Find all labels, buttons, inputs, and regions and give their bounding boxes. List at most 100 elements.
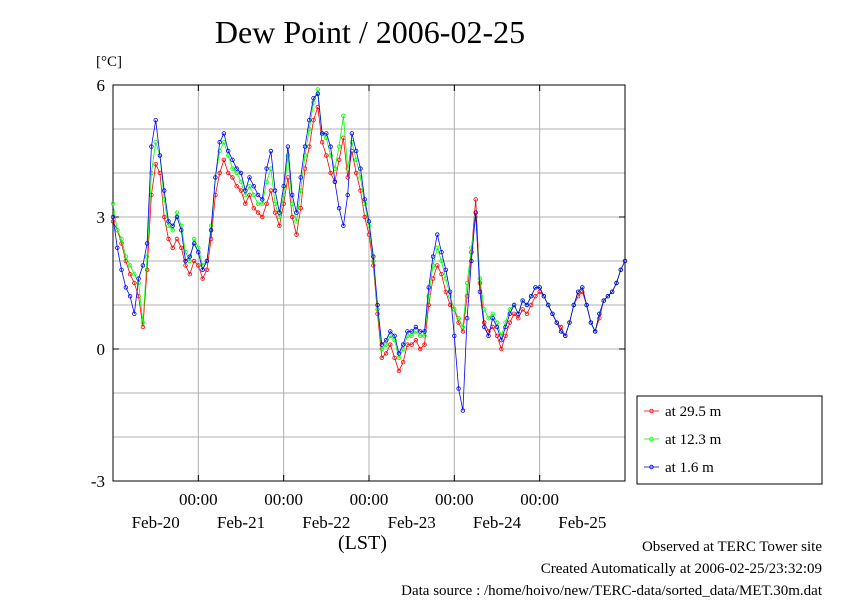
data-point	[315, 87, 320, 92]
legend-label: at 29.5 m	[665, 404, 722, 420]
x-date-label: Feb-25	[558, 513, 606, 532]
data-point	[307, 144, 312, 149]
data-point	[268, 188, 274, 193]
data-point	[503, 324, 508, 330]
data-point	[277, 223, 282, 228]
data-point	[563, 333, 568, 338]
data-point	[196, 249, 201, 255]
data-point	[290, 214, 295, 220]
data-point	[379, 342, 384, 347]
data-point	[422, 329, 427, 334]
data-point	[541, 294, 547, 299]
y-axis: -3 0 3 6	[91, 76, 625, 491]
data-point	[396, 368, 402, 374]
data-point	[166, 236, 171, 242]
data-point	[132, 272, 137, 277]
data-point	[464, 316, 470, 321]
data-point	[119, 267, 124, 272]
data-point	[443, 289, 448, 294]
data-point	[174, 236, 180, 242]
data-point	[409, 329, 414, 334]
data-point	[494, 333, 500, 338]
data-point	[550, 311, 555, 316]
footer-source-text: Data source : /home/hoivo/new/TERC-data/…	[401, 583, 822, 599]
data-point	[392, 333, 397, 338]
data-point	[255, 192, 261, 198]
data-point	[383, 338, 389, 343]
data-point	[507, 320, 512, 325]
data-point	[319, 131, 325, 136]
data-point	[460, 329, 466, 334]
data-point	[153, 139, 158, 145]
data-point	[469, 258, 474, 264]
data-point	[490, 316, 495, 321]
data-point	[230, 157, 235, 162]
data-point	[260, 197, 265, 202]
data-point	[144, 254, 150, 259]
data-point	[499, 346, 504, 352]
data-point	[580, 285, 585, 290]
data-point	[217, 148, 222, 154]
data-point	[332, 179, 338, 184]
data-point	[482, 324, 487, 330]
data-point	[170, 245, 175, 250]
data-point	[200, 267, 205, 272]
data-point	[183, 263, 188, 268]
data-point	[161, 214, 167, 220]
data-point	[597, 316, 602, 321]
data-point	[430, 263, 436, 268]
data-point	[400, 360, 406, 365]
legend-swatch-marker	[649, 408, 654, 414]
data-point	[136, 276, 141, 281]
data-point	[200, 276, 205, 281]
data-point	[179, 227, 184, 233]
data-point	[336, 144, 342, 149]
legend-box	[636, 395, 823, 485]
data-point	[123, 285, 128, 290]
data-point	[238, 188, 244, 193]
data-point	[533, 294, 538, 299]
data-point	[528, 294, 534, 299]
data-point	[294, 219, 299, 224]
data-point	[447, 289, 453, 294]
data-point	[580, 289, 585, 294]
data-point	[208, 227, 214, 233]
data-point	[622, 258, 628, 264]
data-point	[217, 139, 222, 145]
data-point	[524, 302, 530, 308]
data-point	[392, 338, 397, 343]
data-point	[243, 201, 248, 206]
data-point	[170, 223, 175, 228]
series-layer	[110, 87, 628, 413]
data-point	[418, 333, 423, 338]
data-point	[439, 272, 444, 277]
data-point	[567, 320, 572, 325]
data-point	[516, 311, 521, 316]
data-point	[183, 258, 188, 264]
data-point	[230, 175, 235, 180]
x-date-label: Feb-22	[302, 513, 350, 532]
data-point	[447, 302, 453, 308]
data-point	[422, 342, 427, 347]
data-point	[290, 192, 295, 198]
data-point	[187, 272, 192, 277]
data-point	[494, 324, 500, 330]
x-date-label: Feb-21	[217, 513, 265, 532]
data-point	[341, 113, 346, 118]
data-point	[221, 131, 227, 136]
data-point	[315, 91, 320, 96]
data-point	[144, 241, 150, 246]
data-point	[511, 311, 517, 316]
data-point	[285, 153, 291, 158]
data-point	[588, 320, 594, 325]
data-point	[375, 302, 380, 308]
data-point	[597, 311, 602, 316]
data-point	[379, 355, 384, 360]
data-point	[247, 192, 252, 198]
data-point	[174, 210, 180, 215]
x-time-label: 00:00	[179, 490, 218, 509]
data-point	[601, 298, 606, 303]
data-point	[618, 267, 623, 272]
series-3	[110, 91, 628, 413]
